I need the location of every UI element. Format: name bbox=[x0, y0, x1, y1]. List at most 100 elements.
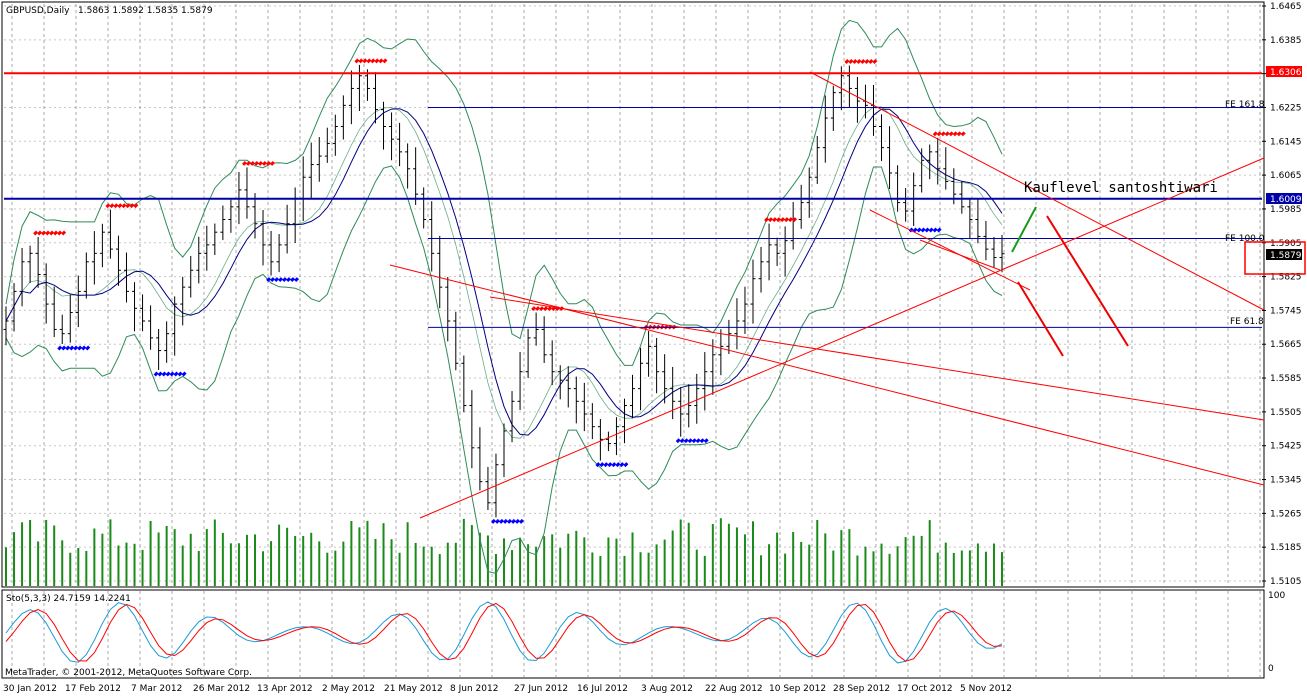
resistance-marker bbox=[261, 160, 267, 166]
x-tick-label: 17 Feb 2012 bbox=[65, 684, 121, 694]
resistance-marker bbox=[49, 230, 55, 236]
resistance-marker bbox=[382, 58, 388, 64]
x-tick-label: 27 Jun 2012 bbox=[514, 684, 568, 694]
support-marker bbox=[290, 277, 296, 283]
x-tick-label: 26 Mar 2012 bbox=[193, 684, 250, 694]
x-tick-label: 10 Sep 2012 bbox=[769, 684, 826, 694]
y-tick-label: 1.5585 bbox=[1270, 374, 1302, 384]
resistance-marker bbox=[788, 217, 794, 223]
fractal-markers bbox=[33, 58, 966, 524]
projection-arrow bbox=[1046, 215, 1129, 347]
trend-lines bbox=[389, 71, 1265, 519]
x-tick-label: 22 Aug 2012 bbox=[705, 684, 763, 694]
support-marker bbox=[157, 371, 163, 377]
x-tick-label: 5 Nov 2012 bbox=[960, 684, 1012, 694]
resistance-marker bbox=[944, 131, 950, 137]
support-marker bbox=[494, 518, 500, 524]
support-marker bbox=[274, 277, 280, 283]
support-marker bbox=[286, 277, 292, 283]
support-marker bbox=[936, 227, 942, 233]
x-tick-label: 30 Jan 2012 bbox=[3, 684, 57, 694]
resistance-marker bbox=[362, 58, 368, 64]
stochastic-lines bbox=[5, 601, 1003, 664]
support-marker bbox=[912, 227, 918, 233]
trend-line bbox=[809, 71, 1265, 311]
support-marker bbox=[599, 462, 605, 468]
x-tick-label: 7 Mar 2012 bbox=[131, 684, 182, 694]
symbol-label: GBPUSD,Daily bbox=[6, 6, 70, 16]
y-tick-label: 1.5905 bbox=[1270, 239, 1302, 249]
resistance-marker bbox=[129, 203, 135, 209]
resistance-marker bbox=[948, 131, 954, 137]
ohlc-values: 1.5863 1.5892 1.5835 1.5879 bbox=[78, 6, 213, 16]
support-marker bbox=[615, 462, 621, 468]
resistance-marker bbox=[33, 230, 39, 236]
stochastic-panel bbox=[1, 589, 1265, 679]
support-marker bbox=[165, 371, 171, 377]
y-tick-label: 1.5505 bbox=[1270, 408, 1302, 418]
resistance-marker bbox=[932, 131, 938, 137]
resistance-marker bbox=[864, 59, 870, 64]
stochastic-label: Sto(5,3,3) 24.7159 14.2241 bbox=[6, 594, 131, 604]
tag-16009-bg bbox=[1266, 193, 1302, 204]
support-marker bbox=[81, 345, 87, 351]
resistance-marker bbox=[956, 131, 962, 137]
tag-16306: 1.6306 bbox=[1270, 68, 1302, 78]
upper-band bbox=[5, 19, 1003, 366]
support-marker bbox=[69, 345, 75, 351]
resistance-marker bbox=[872, 59, 878, 64]
x-tick-label: 17 Oct 2012 bbox=[897, 684, 953, 694]
resistance-marker bbox=[109, 203, 115, 209]
resistance-marker bbox=[265, 160, 271, 166]
resistance-marker bbox=[868, 59, 874, 64]
support-marker bbox=[57, 345, 63, 351]
resistance-marker bbox=[113, 203, 119, 209]
trend-line bbox=[869, 209, 1031, 291]
projection-arrow-up bbox=[1011, 206, 1037, 253]
y-tick-label: 1.5665 bbox=[1270, 340, 1302, 350]
x-tick-label: 16 Jul 2012 bbox=[577, 684, 628, 694]
time-axis: 30 Jan 2012 17 Feb 2012 7 Mar 2012 26 Mar 2… bbox=[3, 684, 1012, 694]
support-marker bbox=[73, 345, 79, 351]
support-marker bbox=[510, 518, 516, 524]
resistance-marker bbox=[358, 58, 364, 64]
resistance-marker bbox=[772, 217, 778, 223]
resistance-marker bbox=[354, 58, 360, 64]
resistance-marker bbox=[776, 217, 782, 223]
resistance-marker bbox=[245, 160, 251, 166]
trend-line bbox=[389, 264, 1265, 486]
y-tick-label: 1.5825 bbox=[1270, 273, 1302, 283]
trend-line bbox=[489, 296, 1265, 421]
y-tick-label: 1.5745 bbox=[1270, 306, 1302, 316]
support-marker bbox=[595, 462, 601, 468]
support-marker bbox=[502, 518, 508, 524]
trend-line bbox=[919, 239, 1001, 271]
resistance-marker bbox=[45, 230, 51, 236]
support-marker bbox=[932, 227, 938, 233]
resistance-marker bbox=[768, 217, 774, 223]
tag-16306-bg bbox=[1266, 66, 1302, 77]
copyright-text: MetaTrader, © 2001-2012, MetaQuotes Soft… bbox=[5, 668, 252, 678]
stochastic-scale-top: 100 bbox=[1268, 591, 1285, 601]
current-price-box bbox=[1244, 241, 1306, 275]
support-marker bbox=[77, 345, 83, 351]
support-marker bbox=[695, 438, 701, 444]
x-tick-label: 3 Aug 2012 bbox=[641, 684, 693, 694]
support-marker bbox=[691, 438, 697, 444]
support-marker bbox=[161, 371, 167, 377]
support-marker bbox=[490, 518, 496, 524]
candles bbox=[3, 64, 1005, 518]
resistance-marker bbox=[952, 131, 958, 137]
main-panel bbox=[1, 1, 1265, 588]
resistance-marker bbox=[543, 306, 549, 312]
support-marker bbox=[679, 438, 685, 444]
support-marker bbox=[920, 227, 926, 233]
support-marker bbox=[703, 438, 709, 444]
resistance-marker bbox=[780, 217, 786, 223]
resistance-marker bbox=[121, 203, 127, 209]
ma-line bbox=[5, 108, 1003, 436]
resistance-marker bbox=[133, 203, 139, 209]
x-tick-label: 8 Jun 2012 bbox=[450, 684, 498, 694]
resistance-marker bbox=[848, 59, 854, 64]
